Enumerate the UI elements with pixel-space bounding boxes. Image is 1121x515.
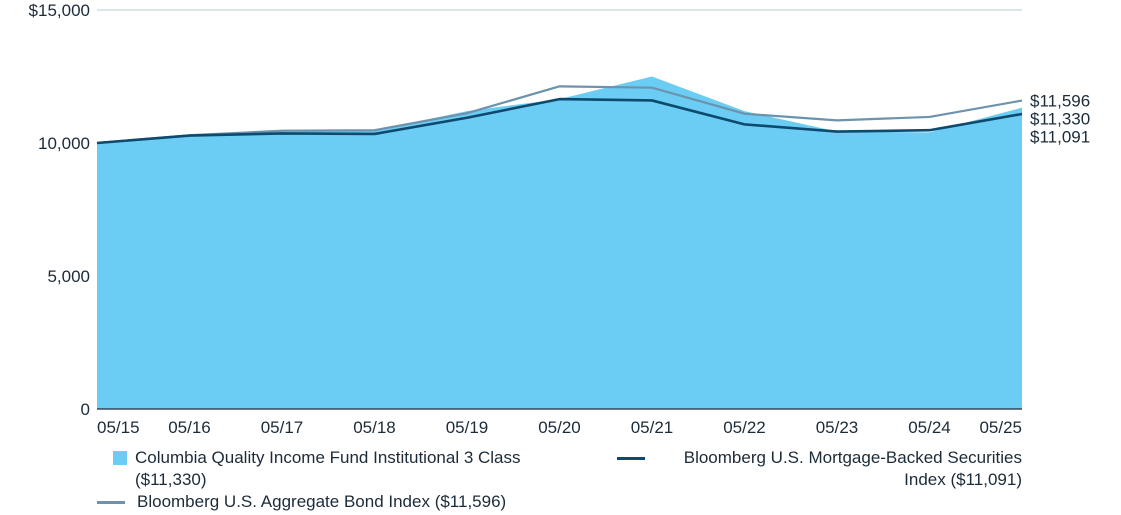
y-tick-label: 5,000: [47, 267, 90, 286]
y-axis: 0 5,000 10,000 $15,000: [29, 1, 90, 419]
legend-mbs-label: Bloomberg U.S. Mortgage-Backed Securitie…: [683, 448, 1022, 489]
end-value-label: $11,596: [1030, 92, 1090, 111]
fund-area-series: [96, 76, 1023, 409]
y-tick-label: $15,000: [29, 1, 90, 20]
fund-area: [97, 76, 1022, 409]
x-tick-label: 05/18: [353, 418, 396, 437]
x-tick-label: 05/25: [979, 418, 1022, 437]
x-tick-label: 05/22: [723, 418, 766, 437]
x-tick-label: 05/19: [446, 418, 489, 437]
end-value-label: $11,091: [1030, 128, 1090, 147]
agg-swatch: [97, 501, 125, 504]
fund-swatch: [113, 451, 127, 465]
mbs-swatch: [617, 457, 645, 460]
x-tick-label: 05/21: [631, 418, 674, 437]
x-axis: 05/15 05/16 05/17 05/18 05/19 05/20 05/21 05/22…: [97, 408, 1022, 437]
end-value-label: $11,330: [1030, 110, 1090, 129]
index-line-series: [96, 85, 1023, 145]
x-tick-label: 05/20: [538, 418, 581, 437]
legend-item-fund: Columbia Quality Income Fund Institution…: [113, 447, 555, 491]
x-tick-label: 05/23: [816, 418, 859, 437]
legend-item-mbs: Bloomberg U.S. Mortgage-Backed Securitie…: [617, 447, 1022, 491]
end-value-labels: $11,596$11,330$11,091: [1030, 92, 1090, 147]
y-tick-label: 10,000: [38, 134, 90, 153]
legend-fund-label: Columbia Quality Income Fund Institution…: [135, 448, 521, 489]
legend-agg-label: Bloomberg U.S. Aggregate Bond Index ($11…: [137, 492, 507, 511]
x-tick-label: 05/16: [168, 418, 211, 437]
y-tick-label: 0: [81, 400, 90, 419]
x-tick-label: 05/17: [261, 418, 304, 437]
x-tick-label: 05/24: [908, 418, 951, 437]
legend-item-agg: Bloomberg U.S. Aggregate Bond Index ($11…: [97, 491, 617, 513]
x-tick-label: 05/15: [97, 418, 140, 437]
